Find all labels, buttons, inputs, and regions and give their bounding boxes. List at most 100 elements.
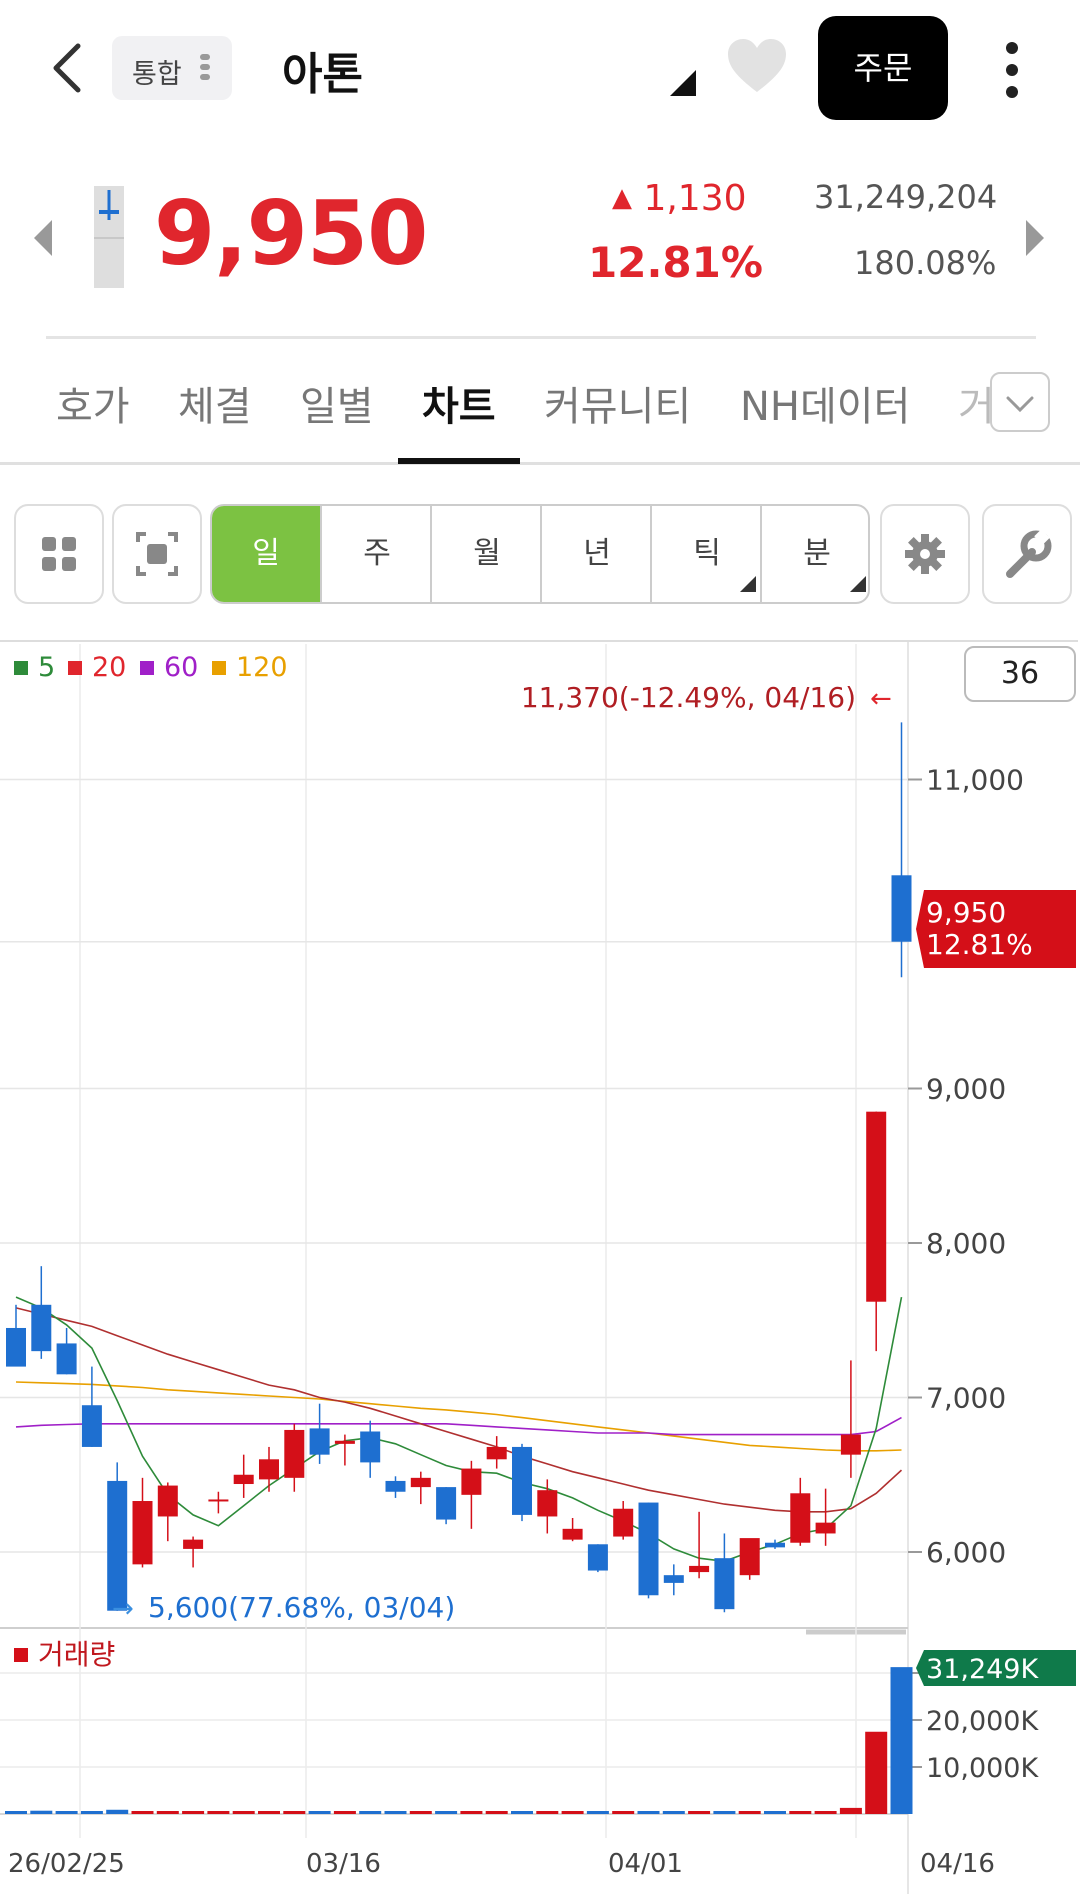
previous-stock-arrow-icon[interactable]: [34, 220, 52, 256]
volume-bar: [738, 1811, 761, 1814]
y-axis-tick-label: 7,000: [926, 1382, 1006, 1415]
tab-expand-button[interactable]: [990, 372, 1050, 432]
volume-bar: [485, 1811, 508, 1814]
volume-bar: [814, 1811, 837, 1814]
screenshot-icon: [136, 532, 178, 576]
more-vertical-icon[interactable]: [1002, 40, 1022, 100]
market-chip-label: 통합: [132, 59, 182, 90]
period-tick[interactable]: 틱: [650, 506, 762, 602]
tab-orderbook[interactable]: 호가: [56, 384, 130, 430]
legend-swatch-ma60: [140, 661, 154, 675]
period-year-label: 년: [583, 536, 611, 571]
volume-bar: [890, 1667, 913, 1814]
volume-bar: [207, 1811, 230, 1814]
legend-ma60: 60: [164, 652, 198, 683]
volume-bar: [106, 1809, 129, 1814]
volume-bar: [409, 1811, 432, 1814]
current-price: 9,950: [154, 182, 428, 285]
period-month-label: 월: [473, 536, 501, 571]
capture-button[interactable]: [112, 504, 202, 604]
next-stock-arrow-icon[interactable]: [1026, 220, 1044, 256]
chart-settings-button[interactable]: [880, 504, 970, 604]
candle-body: [360, 1431, 381, 1463]
active-tab-indicator: [398, 458, 520, 464]
candle-body: [334, 1440, 355, 1444]
volume-bar: [764, 1811, 786, 1814]
volume-bar: [131, 1811, 154, 1814]
current-volume-badge: 31,249K: [916, 1650, 1076, 1686]
chart-legend: 5 20 60 120: [14, 652, 288, 683]
volume-bar: [182, 1811, 205, 1814]
divider: [46, 336, 1036, 339]
candle-body: [486, 1446, 507, 1460]
order-button[interactable]: 주문: [818, 16, 948, 120]
candle-body: [765, 1542, 785, 1548]
tab-chart[interactable]: 차트: [422, 384, 496, 430]
candle-body: [6, 1327, 26, 1367]
wrench-icon: [1006, 529, 1052, 578]
tab-nh-data[interactable]: NH데이터: [740, 384, 911, 430]
candle-body: [31, 1304, 52, 1352]
chart-tools-button[interactable]: [982, 504, 1072, 604]
legend-ma5: 5: [38, 652, 55, 683]
volume-ratio: 180.08%: [854, 244, 997, 282]
volume-legend-swatch: [14, 1648, 28, 1662]
stock-name[interactable]: 아톤: [282, 49, 363, 100]
dropdown-corner-icon: [740, 576, 756, 592]
layout-button[interactable]: [14, 504, 104, 604]
candle-body: [815, 1522, 836, 1534]
volume-bar: [359, 1811, 382, 1814]
candle-body: [891, 875, 912, 942]
moving-average-ma20: [15, 1307, 903, 1513]
candle-body: [284, 1429, 305, 1478]
volume-axis-tick-label: 10,000K: [926, 1753, 1039, 1784]
candle-body: [436, 1487, 457, 1520]
candle-body: [259, 1459, 279, 1480]
current-price-badge-pct: 12.81%: [926, 928, 1033, 961]
candle-body: [512, 1446, 532, 1515]
period-month[interactable]: 월: [430, 506, 542, 602]
dropdown-corner-icon[interactable]: [670, 70, 696, 96]
tab-trades[interactable]: 체결: [178, 384, 252, 430]
chart-area[interactable]: [0, 640, 1078, 1896]
candle-body: [689, 1565, 710, 1573]
candle-count-box[interactable]: 36: [964, 646, 1076, 702]
gear-icon: [905, 534, 945, 574]
mini-candle-icon: [94, 186, 124, 288]
tab-daily[interactable]: 일별: [300, 384, 374, 430]
legend-swatch-ma120: [212, 661, 226, 675]
y-axis-tick-label: 6,000: [926, 1536, 1006, 1569]
candle-body: [385, 1480, 406, 1492]
moving-average-ma120: [15, 1381, 902, 1452]
current-price-badge: 9,950 12.81%: [916, 890, 1076, 968]
heart-icon[interactable]: [726, 38, 788, 94]
tab-more[interactable]: 거: [958, 384, 995, 430]
period-selector: 일 주 월 년 틱 분: [210, 504, 870, 604]
volume-bar: [55, 1811, 78, 1814]
price-change-value: 1,130: [643, 178, 747, 219]
volume-bar: [511, 1811, 533, 1814]
period-day[interactable]: 일: [212, 506, 320, 602]
tab-community[interactable]: 커뮤니티: [544, 384, 692, 430]
candle-body: [587, 1544, 608, 1571]
volume-bar: [308, 1811, 331, 1814]
tab-bar: 호가 체결 일별 차트 커뮤니티 NH데이터 거: [0, 360, 1080, 464]
legend-ma20: 20: [92, 652, 126, 683]
period-minute[interactable]: 분: [760, 506, 868, 602]
volume-legend-label: 거래량: [38, 1638, 115, 1671]
volume-bar: [612, 1811, 635, 1814]
candle-body: [714, 1558, 735, 1610]
period-year[interactable]: 년: [540, 506, 652, 602]
tab-bar-border: [0, 462, 1080, 465]
candle-body: [107, 1480, 128, 1611]
candle-body: [739, 1538, 760, 1576]
period-week[interactable]: 주: [320, 506, 432, 602]
up-triangle-icon: ▲: [612, 183, 632, 213]
candle-body: [81, 1405, 102, 1447]
high-price-annotation: 11,370(-12.49%, 04/16): [521, 681, 856, 714]
candlestick-chart[interactable]: 6,000 7,000 8,000 9,000 11,000 10,000K 20,000K…: [0, 640, 1080, 1896]
back-arrow-icon[interactable]: [48, 40, 88, 96]
candle-body: [613, 1508, 634, 1537]
market-selector-chip[interactable]: 통합: [112, 36, 232, 100]
volume-bar: [156, 1811, 179, 1814]
